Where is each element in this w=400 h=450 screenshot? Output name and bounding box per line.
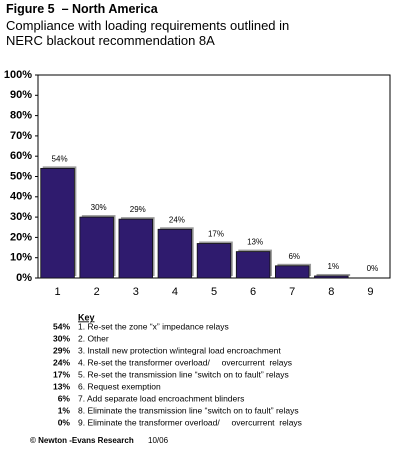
bar — [314, 275, 349, 279]
key-item: 3. Install new protection w/integral loa… — [78, 345, 281, 355]
key-item: 5. Re-set the transmission line “switch … — [78, 369, 289, 379]
value-label: 6% — [288, 252, 300, 261]
footer-date: 10/06 — [148, 436, 169, 445]
y-tick-label: 70% — [10, 130, 32, 142]
key-percent: 24% — [53, 357, 70, 367]
y-tick-label: 40% — [10, 191, 32, 203]
x-tick-label: 6 — [250, 286, 256, 298]
key-item: 2. Other — [78, 333, 109, 343]
y-tick-label: 20% — [10, 231, 32, 243]
value-label: 54% — [52, 154, 68, 163]
key-item: 7. Add separate load encroachment blinde… — [78, 393, 244, 403]
footer-source: © Newton -Evans Research — [30, 436, 134, 445]
key-item: 8. Eliminate the transmission line “swit… — [78, 405, 299, 415]
key-percent: 29% — [53, 345, 70, 355]
value-label: 0% — [367, 264, 379, 273]
key-percent: 54% — [53, 321, 70, 331]
y-tick-label: 60% — [10, 150, 32, 162]
x-tick-label: 1 — [54, 286, 60, 298]
bar — [275, 265, 310, 279]
y-tick-label: 90% — [10, 89, 32, 101]
y-tick-label: 30% — [10, 211, 32, 223]
key-percent: 17% — [53, 369, 70, 379]
x-tick-label: 7 — [289, 286, 295, 298]
key-percent: 30% — [53, 333, 70, 343]
x-tick-label: 9 — [367, 286, 373, 298]
x-tick-label: 3 — [133, 286, 139, 298]
bar — [79, 216, 114, 279]
chart-subtitle: Compliance with loading requirements out… — [6, 18, 290, 48]
bar — [235, 251, 271, 279]
key-item: 6. Request exemption — [78, 381, 161, 391]
value-label: 29% — [130, 205, 146, 214]
value-label: 24% — [169, 215, 185, 224]
value-label: 17% — [208, 230, 224, 239]
y-tick-label: 50% — [10, 170, 32, 182]
key-percent: 1% — [58, 405, 71, 415]
y-tick-label: 10% — [10, 252, 32, 264]
bar — [157, 228, 193, 279]
x-tick-label: 4 — [172, 286, 178, 298]
bar — [118, 218, 153, 279]
x-tick-label: 5 — [211, 286, 217, 298]
key-title: Key — [78, 312, 95, 322]
chart-title: Figure 5 – North America — [6, 2, 158, 16]
key-item: 4. Re-set the transformer overload/ over… — [78, 357, 292, 367]
y-tick-label: 100% — [4, 69, 32, 81]
x-tick-label: 8 — [328, 286, 334, 298]
bar — [196, 243, 232, 279]
key-item: 9. Eliminate the transformer overload/ o… — [78, 417, 302, 427]
x-tick-label: 2 — [94, 286, 100, 298]
value-label: 30% — [91, 203, 107, 212]
y-tick-label: 80% — [10, 110, 32, 122]
y-tick-label: 0% — [16, 272, 32, 284]
key-percent: 13% — [53, 381, 70, 391]
value-label: 13% — [247, 238, 263, 247]
value-label: 1% — [328, 262, 340, 271]
key-percent: 0% — [58, 417, 71, 427]
bar — [40, 167, 75, 279]
key-item: 1. Re-set the zone “x” impedance relays — [78, 321, 229, 331]
key-percent: 6% — [58, 393, 71, 403]
bar-shadow — [316, 273, 351, 276]
